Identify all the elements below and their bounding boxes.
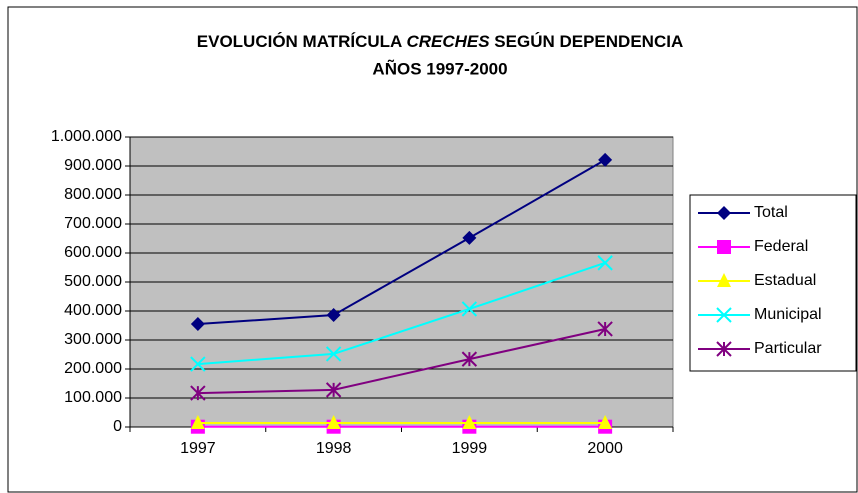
y-tick-label: 900.000 — [64, 157, 122, 174]
y-tick-label: 300.000 — [64, 331, 122, 348]
marker — [598, 152, 613, 167]
series-line — [197, 159, 606, 326]
marker — [190, 356, 206, 372]
series-line — [197, 261, 606, 366]
y-tick-label: 400.000 — [64, 302, 122, 319]
marker — [326, 308, 341, 323]
marker — [461, 301, 478, 317]
x-tick-label: 1999 — [452, 440, 488, 457]
marker — [717, 206, 731, 220]
legend-label: Total — [754, 204, 788, 221]
marker — [597, 321, 613, 337]
x-tick-label: 1998 — [316, 440, 352, 457]
chart-subtitle: AÑOS 1997-2000 — [372, 58, 507, 78]
x-tick-label: 2000 — [587, 440, 623, 457]
marker — [190, 414, 205, 429]
marker — [326, 414, 341, 429]
marker — [190, 317, 205, 332]
y-tick-label: 500.000 — [64, 273, 122, 290]
marker — [717, 273, 731, 287]
legend-label: Estadual — [754, 272, 816, 289]
marker — [716, 307, 732, 323]
marker — [325, 382, 342, 398]
marker — [462, 414, 477, 429]
marker — [598, 414, 613, 429]
y-tick-label: 1.000.000 — [51, 128, 122, 145]
marker — [597, 255, 613, 271]
y-tick-label: 600.000 — [64, 244, 122, 261]
marker — [190, 385, 206, 401]
y-tick-label: 800.000 — [64, 186, 122, 203]
marker — [716, 341, 732, 357]
legend-label: Municipal — [754, 306, 822, 323]
y-tick-label: 200.000 — [64, 360, 122, 377]
legend-label: Particular — [754, 340, 822, 357]
x-tick-label: 1997 — [180, 440, 216, 457]
chart-title: EVOLUCIÓN MATRÍCULA CRECHES SEGÚN DEPEND… — [197, 32, 683, 51]
y-tick-label: 700.000 — [64, 215, 122, 232]
legend-label: Federal — [754, 238, 808, 255]
series-line — [197, 328, 606, 395]
marker — [462, 230, 477, 245]
marker — [461, 351, 478, 367]
marker — [325, 346, 342, 362]
marker — [717, 240, 731, 254]
y-tick-label: 0 — [113, 418, 122, 435]
y-tick-label: 100.000 — [64, 389, 122, 406]
